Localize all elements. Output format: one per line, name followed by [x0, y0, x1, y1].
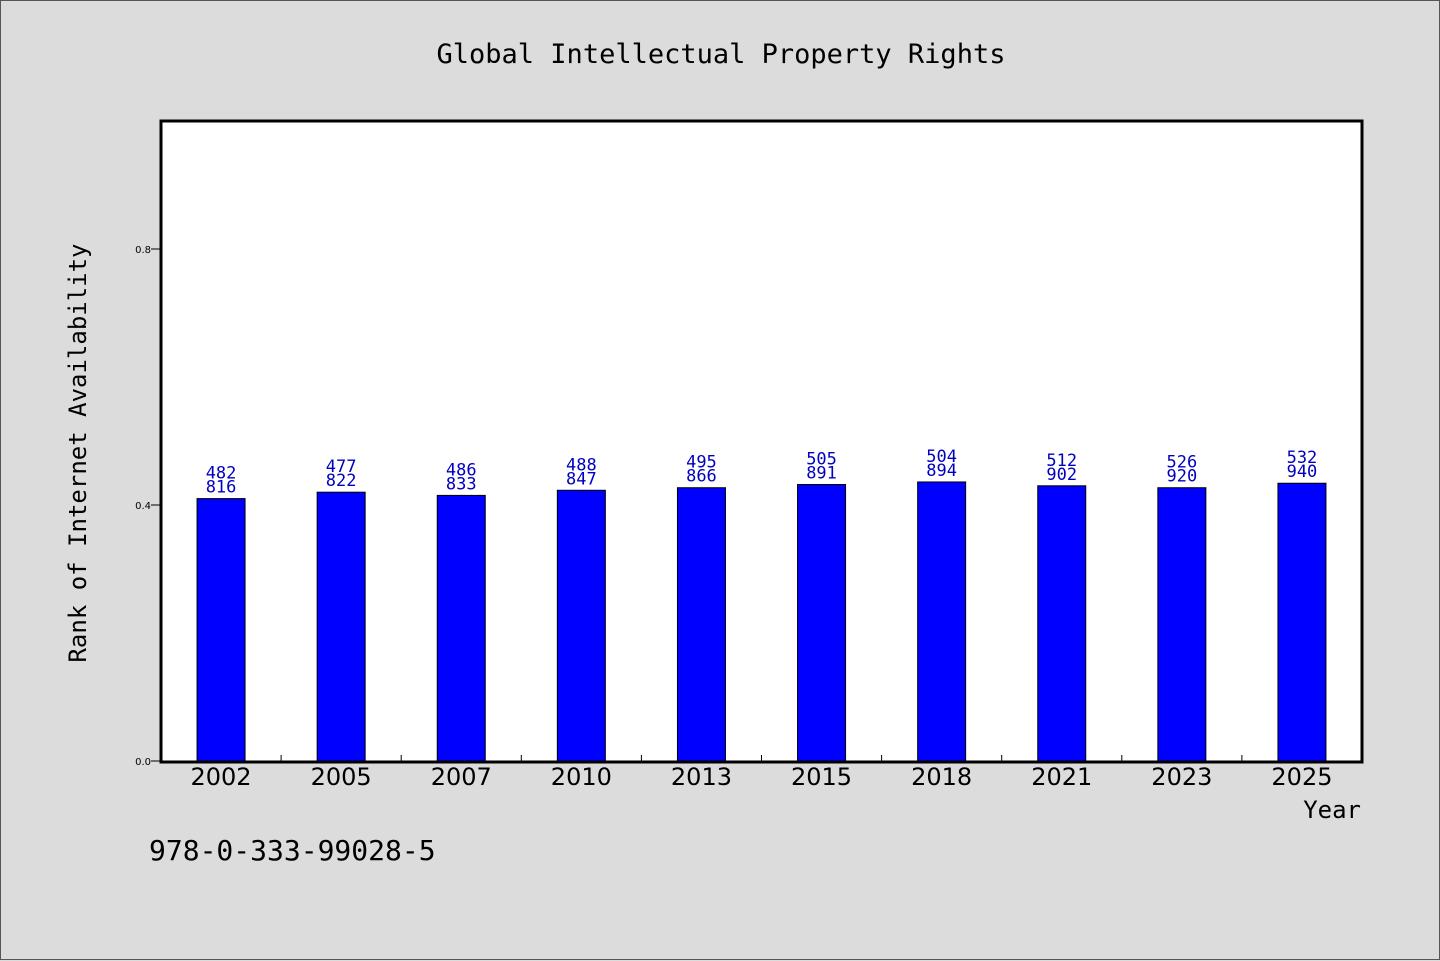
y-tick-label: 0.8: [135, 245, 151, 256]
x-tick-label: 2025: [1271, 763, 1332, 791]
bar-label-top: 532: [1287, 448, 1318, 468]
bar-label-bottom: 833: [446, 474, 477, 494]
bar: [676, 487, 726, 762]
bar-label-bottom: 847: [566, 469, 597, 489]
x-tick-label: 2021: [1031, 763, 1092, 791]
bar-label-bottom: 920: [1166, 467, 1197, 487]
x-axis-tick-labels: 2002 2005 2007 2010 2013 2015 2018 2021 2023 2025: [191, 763, 1333, 791]
y-axis-ticks: 0.0 0.4 0.8: [135, 245, 161, 768]
bar: [1277, 482, 1327, 762]
x-axis-ticks: [280, 755, 1243, 761]
bar: [436, 494, 486, 762]
bar-label-top: 512: [1046, 451, 1077, 471]
bar-label-top: 526: [1166, 453, 1197, 473]
bar-label-top: 482: [206, 464, 237, 484]
x-tick-label: 2010: [551, 763, 612, 791]
bar: [196, 498, 246, 762]
bar-label-top: 488: [566, 455, 597, 475]
y-axis-label: Rank of Internet Availability: [64, 243, 92, 662]
bar-label-bottom: 940: [1287, 462, 1318, 482]
bar-label-top: 486: [446, 460, 477, 480]
bar: [797, 484, 847, 762]
bar-label-top: 505: [806, 450, 837, 470]
x-tick-label: 2005: [311, 763, 372, 791]
bar-label-top: 495: [686, 453, 717, 473]
y-tick-label: 0.4: [135, 501, 151, 512]
bar: [917, 481, 967, 762]
y-tick-label: 0.0: [135, 757, 151, 768]
bar-label-top: 504: [926, 447, 957, 467]
bar-label-bottom: 822: [326, 471, 357, 491]
x-tick-label: 2018: [911, 763, 972, 791]
bar-label-bottom: 894: [926, 461, 957, 481]
bar: [556, 489, 606, 762]
bar: [1037, 485, 1087, 762]
x-tick-label: 2023: [1151, 763, 1212, 791]
book-identifier: 978-0-333-99028-5: [149, 834, 436, 867]
x-tick-label: 2015: [791, 763, 852, 791]
bar: [1157, 487, 1207, 762]
x-axis-label: Year: [1303, 796, 1361, 824]
bar-series: [196, 481, 1327, 762]
bar-label-bottom: 891: [806, 464, 837, 484]
bar-label-bottom: 816: [206, 478, 237, 498]
bar: [316, 491, 366, 762]
chart-title: Global Intellectual Property Rights: [437, 39, 1006, 70]
x-tick-label: 2013: [671, 763, 732, 791]
x-tick-label: 2007: [431, 763, 492, 791]
bar-label-bottom: 866: [686, 467, 717, 487]
x-tick-label: 2002: [191, 763, 252, 791]
bar-label-top: 477: [326, 457, 357, 477]
bar-label-bottom: 902: [1046, 465, 1077, 485]
